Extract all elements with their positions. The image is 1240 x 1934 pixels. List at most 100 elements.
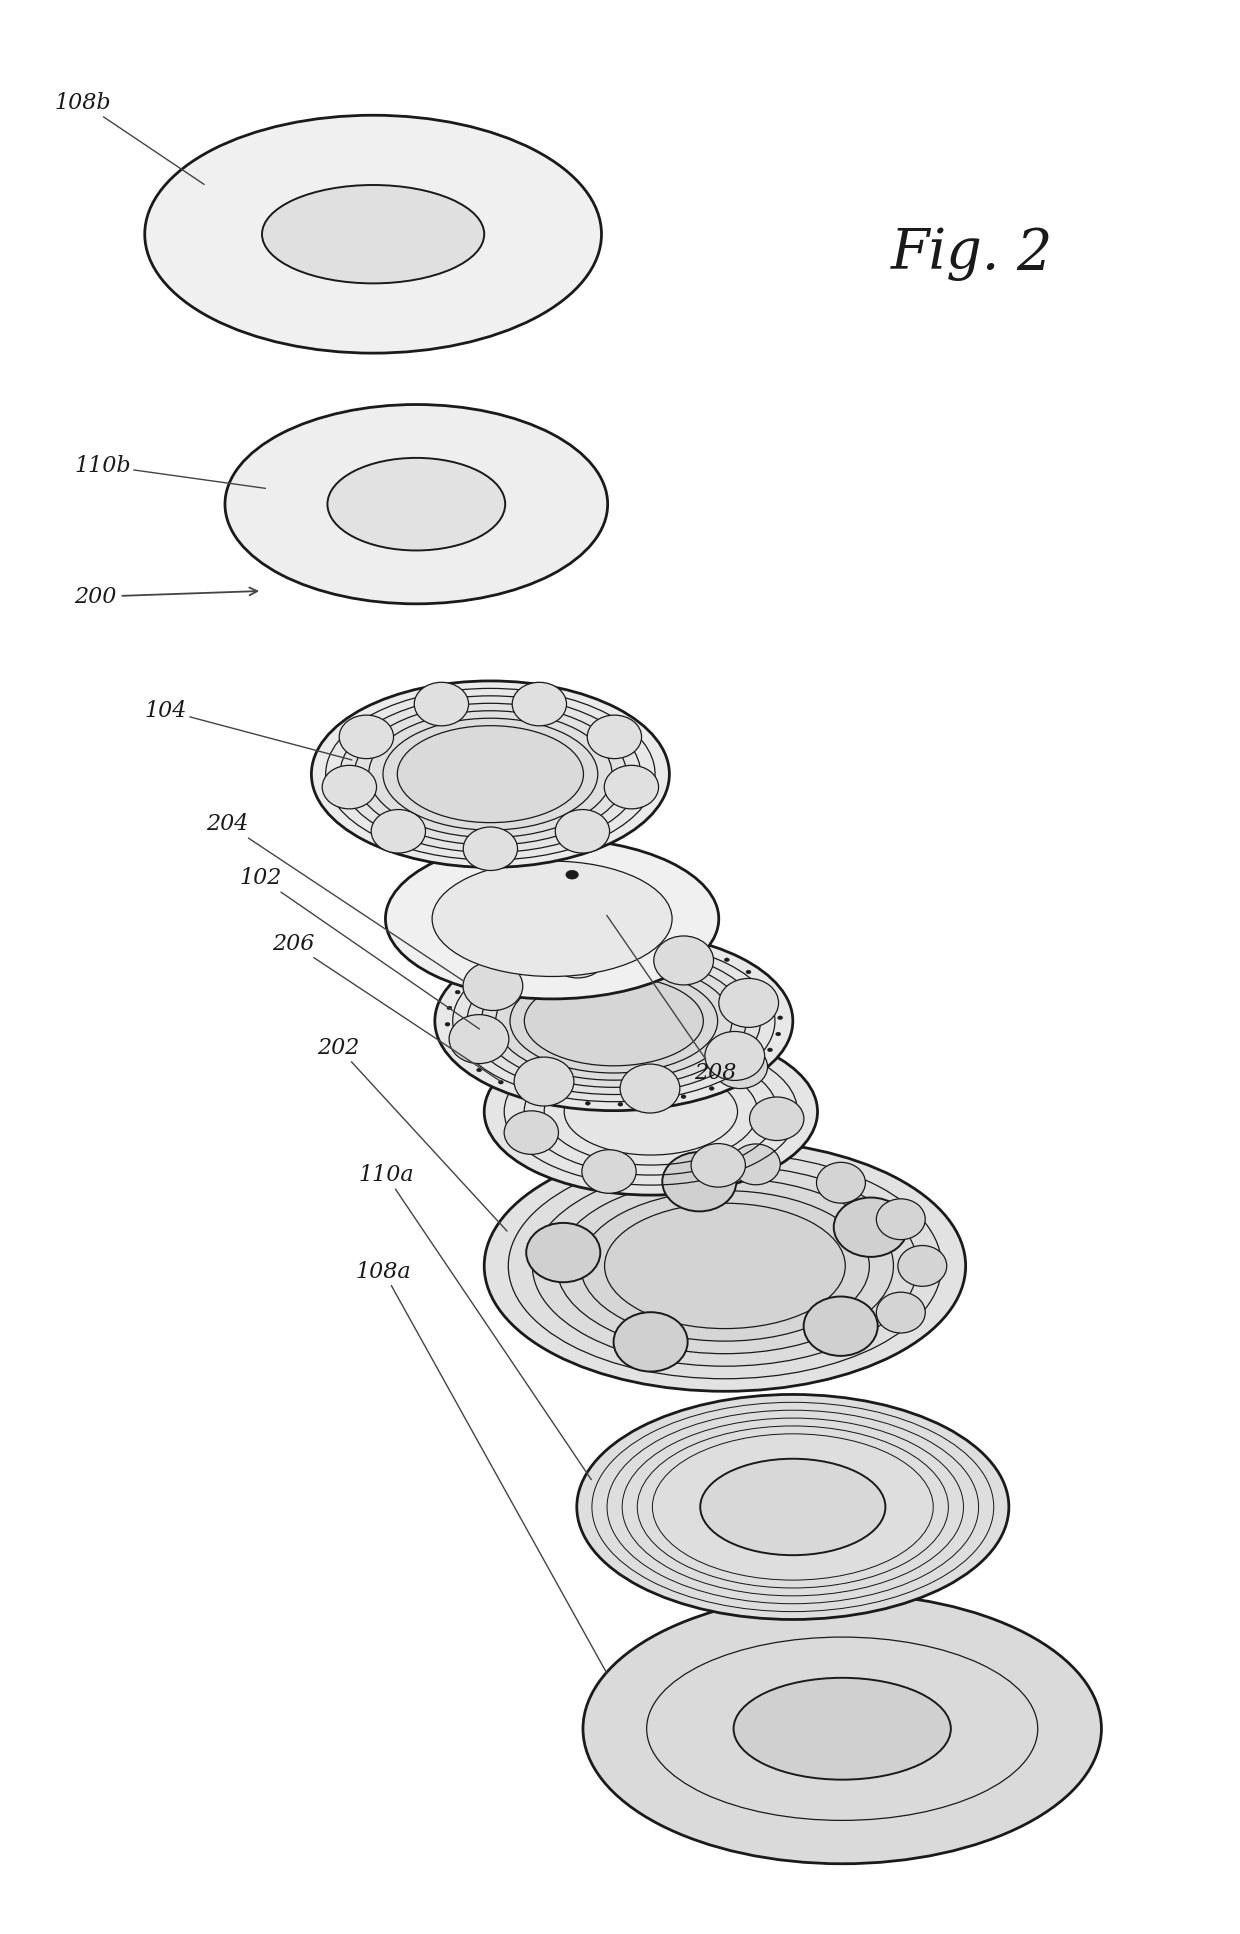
Ellipse shape	[145, 116, 601, 354]
Ellipse shape	[698, 948, 703, 952]
Text: 110b: 110b	[74, 454, 265, 489]
Ellipse shape	[449, 1039, 454, 1042]
Ellipse shape	[614, 1311, 688, 1371]
Ellipse shape	[573, 938, 578, 942]
Ellipse shape	[453, 940, 775, 1102]
Ellipse shape	[588, 716, 641, 758]
Ellipse shape	[386, 839, 719, 998]
Ellipse shape	[749, 1097, 804, 1141]
Ellipse shape	[311, 681, 670, 866]
Ellipse shape	[724, 957, 729, 961]
Ellipse shape	[577, 1394, 1009, 1619]
Ellipse shape	[732, 1145, 780, 1186]
Ellipse shape	[481, 955, 746, 1087]
Text: 110a: 110a	[358, 1164, 591, 1480]
Ellipse shape	[582, 1149, 636, 1193]
Ellipse shape	[340, 696, 641, 853]
Ellipse shape	[898, 1245, 947, 1286]
Ellipse shape	[326, 689, 655, 861]
Ellipse shape	[368, 712, 613, 837]
Ellipse shape	[327, 458, 505, 551]
Ellipse shape	[637, 936, 642, 940]
Ellipse shape	[650, 1100, 655, 1104]
Ellipse shape	[768, 1048, 773, 1052]
Ellipse shape	[525, 977, 703, 1066]
Text: 202: 202	[317, 1037, 507, 1232]
Ellipse shape	[610, 1027, 663, 1070]
Ellipse shape	[816, 1162, 866, 1203]
Ellipse shape	[668, 942, 673, 944]
Ellipse shape	[513, 952, 518, 955]
Ellipse shape	[583, 1594, 1101, 1864]
Ellipse shape	[397, 725, 584, 822]
Ellipse shape	[557, 1178, 894, 1354]
Ellipse shape	[719, 979, 779, 1027]
Text: 200: 200	[74, 586, 257, 607]
Ellipse shape	[435, 932, 792, 1110]
Ellipse shape	[774, 1000, 779, 1004]
Text: 208: 208	[606, 915, 737, 1085]
Text: 204: 204	[207, 814, 464, 981]
Ellipse shape	[585, 1102, 590, 1104]
Ellipse shape	[580, 1191, 869, 1340]
Text: 104: 104	[145, 700, 352, 760]
Ellipse shape	[548, 928, 608, 979]
Ellipse shape	[476, 1068, 481, 1071]
Ellipse shape	[605, 1203, 846, 1329]
Ellipse shape	[463, 961, 523, 1011]
Ellipse shape	[877, 1199, 925, 1240]
Ellipse shape	[763, 984, 768, 988]
Ellipse shape	[662, 1153, 737, 1211]
Ellipse shape	[460, 1054, 465, 1058]
Ellipse shape	[734, 1679, 951, 1779]
Ellipse shape	[322, 766, 377, 808]
Ellipse shape	[620, 1064, 680, 1112]
Ellipse shape	[517, 1056, 570, 1100]
Ellipse shape	[804, 1296, 878, 1356]
Text: 108a: 108a	[356, 1261, 606, 1673]
Text: 108b: 108b	[55, 93, 205, 184]
Ellipse shape	[512, 683, 567, 725]
Text: 102: 102	[239, 866, 480, 1029]
Ellipse shape	[691, 1143, 745, 1187]
Ellipse shape	[489, 963, 494, 967]
Ellipse shape	[653, 936, 713, 984]
Ellipse shape	[681, 1095, 686, 1099]
Ellipse shape	[605, 936, 610, 940]
Text: 206: 206	[272, 932, 501, 1081]
Text: Fig. 2: Fig. 2	[890, 226, 1053, 280]
Ellipse shape	[526, 1222, 600, 1282]
Ellipse shape	[505, 1110, 558, 1155]
Ellipse shape	[618, 1102, 622, 1106]
Ellipse shape	[713, 1044, 768, 1089]
Ellipse shape	[445, 1023, 450, 1027]
Ellipse shape	[484, 1141, 966, 1391]
Ellipse shape	[532, 1166, 918, 1365]
Ellipse shape	[262, 186, 484, 284]
Ellipse shape	[484, 1029, 817, 1195]
Ellipse shape	[224, 404, 608, 603]
Ellipse shape	[542, 944, 547, 948]
Ellipse shape	[414, 683, 469, 725]
Ellipse shape	[604, 766, 658, 808]
Ellipse shape	[508, 1153, 941, 1379]
Ellipse shape	[777, 1015, 782, 1019]
Ellipse shape	[464, 828, 517, 870]
Ellipse shape	[833, 1197, 908, 1257]
Ellipse shape	[877, 1292, 925, 1333]
Ellipse shape	[498, 1081, 503, 1085]
Ellipse shape	[776, 1033, 781, 1037]
Ellipse shape	[496, 961, 732, 1081]
Ellipse shape	[525, 1091, 529, 1095]
Ellipse shape	[704, 1031, 765, 1081]
Ellipse shape	[446, 1006, 451, 1010]
Ellipse shape	[515, 1058, 574, 1106]
Ellipse shape	[554, 1097, 559, 1100]
Ellipse shape	[565, 870, 578, 880]
Ellipse shape	[746, 971, 751, 975]
Ellipse shape	[470, 975, 475, 979]
Ellipse shape	[709, 1087, 714, 1091]
Ellipse shape	[432, 861, 672, 977]
Ellipse shape	[355, 704, 626, 845]
Ellipse shape	[383, 718, 598, 830]
